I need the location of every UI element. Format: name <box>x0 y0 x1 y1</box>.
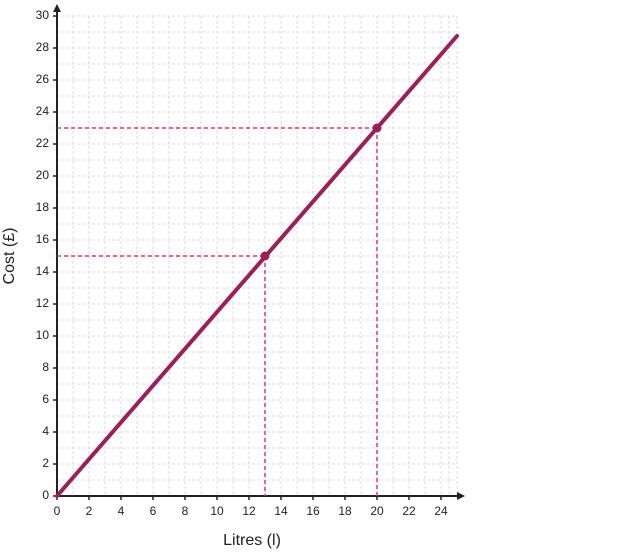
x-axis-arrow <box>457 492 465 500</box>
y-tick-label: 22 <box>36 136 50 150</box>
y-tick-label: 18 <box>36 200 50 214</box>
x-tick-label: 24 <box>434 504 448 518</box>
y-tick-label: 10 <box>36 328 50 342</box>
y-tick-label: 0 <box>42 488 49 502</box>
x-tick-label: 6 <box>150 504 157 518</box>
x-tick-label: 22 <box>402 504 416 518</box>
x-tick-label: 10 <box>210 504 224 518</box>
y-tick-label: 16 <box>36 232 50 246</box>
x-tick-label: 16 <box>306 504 320 518</box>
highlight-point <box>372 123 382 133</box>
y-tick-label: 20 <box>36 168 50 182</box>
y-tick-label: 6 <box>42 392 49 406</box>
y-tick-label: 30 <box>36 8 50 22</box>
y-tick-label: 8 <box>42 360 49 374</box>
x-axis-title: Litres (l) <box>223 532 281 549</box>
x-tick-label: 18 <box>338 504 352 518</box>
y-tick-label: 14 <box>36 264 50 278</box>
x-tick-label: 4 <box>118 504 125 518</box>
y-tick-label: 4 <box>42 424 49 438</box>
y-axis-title: Cost (£) <box>1 228 18 285</box>
y-tick-label: 26 <box>36 72 50 86</box>
data-line <box>55 34 459 498</box>
x-tick-label: 20 <box>370 504 384 518</box>
y-tick-label: 28 <box>36 40 50 54</box>
x-tick-label: 2 <box>86 504 93 518</box>
x-tick-label: 14 <box>274 504 288 518</box>
y-tick-label: 2 <box>42 456 49 470</box>
y-tick-label: 24 <box>36 104 50 118</box>
highlight-point <box>260 251 270 261</box>
y-axis-arrow <box>53 4 61 12</box>
x-tick-label: 8 <box>182 504 189 518</box>
x-tick-label: 0 <box>54 504 61 518</box>
y-tick-label: 12 <box>36 296 50 310</box>
x-tick-label: 12 <box>242 504 256 518</box>
